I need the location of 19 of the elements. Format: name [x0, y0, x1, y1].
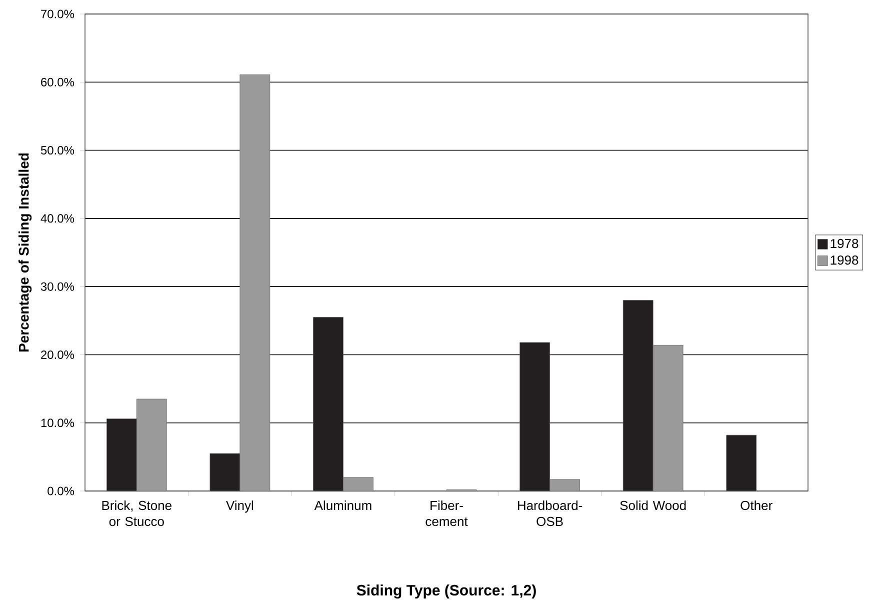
- y-tick-label: 50.0%: [40, 146, 74, 155]
- x-tick-label: Brick, Stone or Stucco: [102, 500, 172, 526]
- y-tick-label: 20.0%: [41, 350, 74, 359]
- x-tick-label: Solid Wood: [620, 500, 686, 510]
- x-tick-label: Aluminum: [314, 500, 372, 510]
- y-tick-label: 60.0%: [41, 78, 74, 86]
- y-tick-label: 70.0%: [41, 10, 74, 18]
- legend-label: 1978: [830, 238, 858, 248]
- x-tick-label: Fiber-cement: [426, 500, 468, 526]
- x-tick-label: Hardboard-OSB: [518, 500, 582, 526]
- y-tick-label: 30.0%: [40, 282, 74, 291]
- y-tick-label: 40.0%: [40, 214, 74, 223]
- y-axis-title: Percentage of Siding Installed: [18, 153, 32, 352]
- y-tick-label: 10.0%: [41, 418, 74, 428]
- y-tick-label: 0.0%: [48, 486, 74, 496]
- x-tick-label: Other: [740, 500, 772, 510]
- legend-label: 1998: [830, 255, 858, 265]
- x-axis-title: Siding Type (Source: 1,2): [356, 584, 536, 599]
- x-tick-label: Vinyl: [226, 500, 254, 513]
